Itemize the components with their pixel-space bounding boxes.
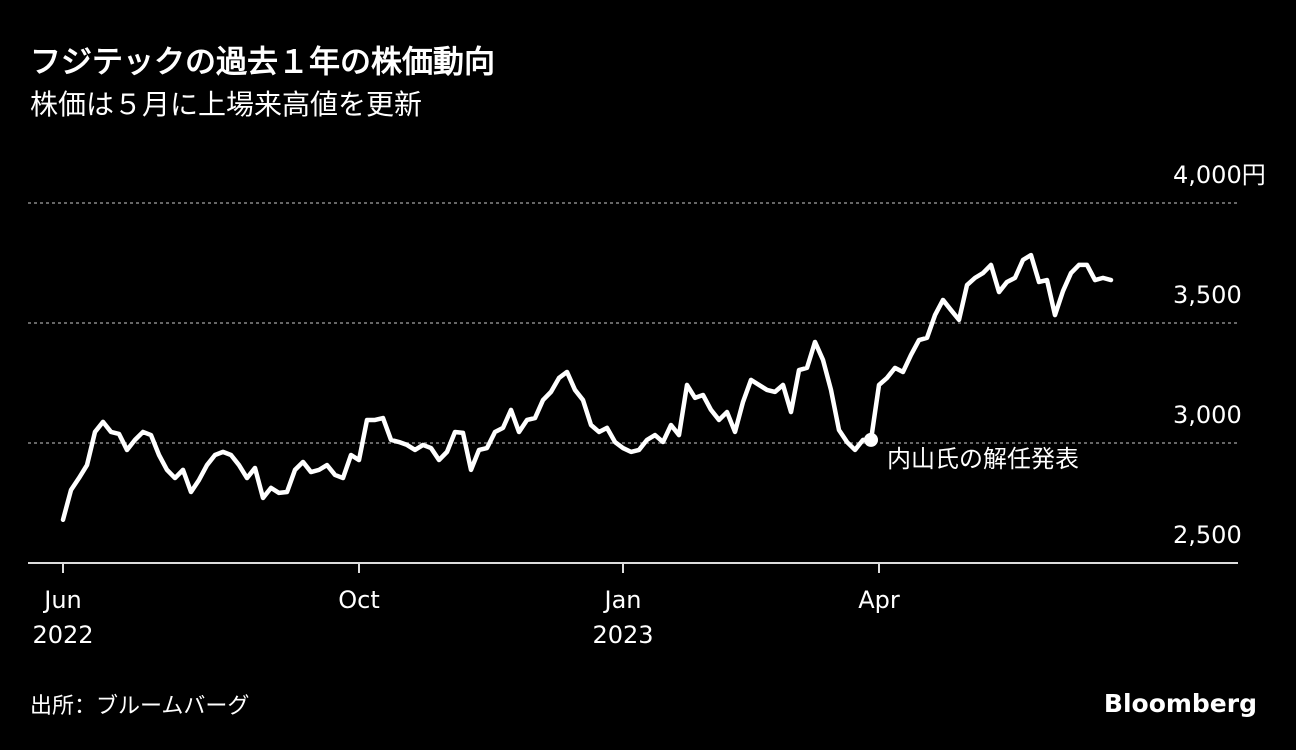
y-tick-label: 3,500 [1173, 281, 1242, 309]
price-line [60, 252, 1114, 523]
x-tick-label: Jun [42, 586, 82, 614]
x-tick-label: Apr [858, 586, 900, 614]
x-tick-label: Oct [338, 586, 380, 614]
x-tick-sublabel: 2022 [32, 621, 93, 649]
chart-title: フジテックの過去１年の株価動向 [30, 45, 495, 81]
annotation-text: 内山氏の解任発表 [887, 445, 1079, 473]
y-tick-label: 4,000円 [1173, 161, 1266, 189]
x-tick-sublabel: 2023 [592, 621, 653, 649]
y-tick-label: 2,500 [1173, 521, 1242, 549]
source: 出所：ブルームバーグ [30, 694, 249, 719]
annotation-point [864, 432, 878, 447]
x-tick-label: Jan [603, 586, 642, 614]
y-tick-label: 3,000 [1173, 401, 1242, 429]
chart-subtitle: 株価は５月に上場来高値を更新 [30, 88, 422, 121]
logo: Bloomberg [1104, 689, 1257, 718]
